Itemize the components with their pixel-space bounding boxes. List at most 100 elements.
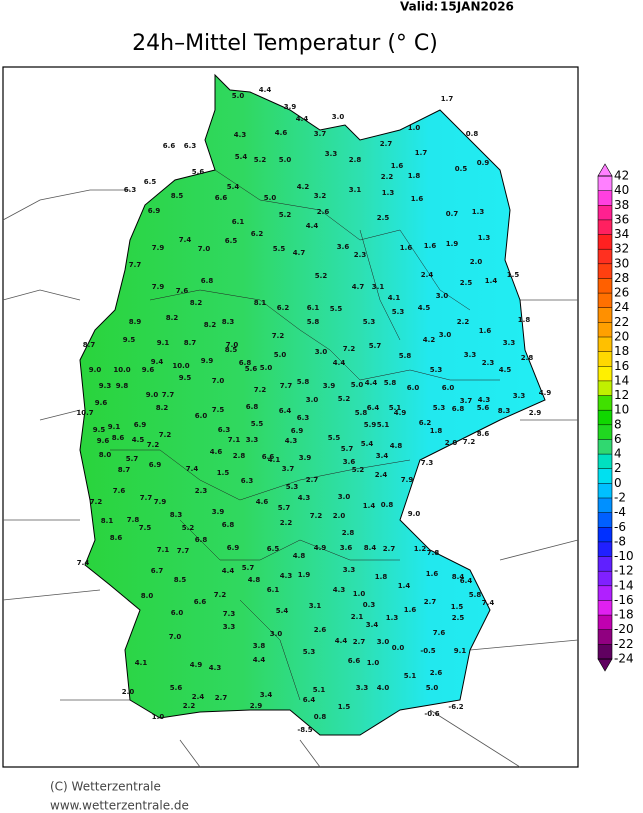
station-value: 8.6	[110, 534, 123, 542]
station-value: 3.0	[338, 493, 351, 501]
station-value: 5.5	[330, 305, 343, 313]
station-value: 5.2	[182, 524, 195, 532]
station-value: 5.0	[351, 381, 364, 389]
station-value: 6.8	[239, 359, 252, 367]
station-value: 1.7	[441, 95, 454, 103]
station-value: 7.5	[139, 524, 152, 532]
station-value: 4.4	[259, 86, 272, 94]
station-value: 1.8	[518, 316, 531, 324]
colorbar-cell	[598, 337, 612, 353]
station-value: 6.4	[460, 577, 473, 585]
station-value: 9.3	[99, 382, 112, 390]
station-value: 7.2	[272, 332, 285, 340]
station-value: 7.4	[77, 559, 90, 567]
station-value: 8.9	[129, 318, 142, 326]
station-value: 4.3	[333, 586, 346, 594]
station-value: 2.7	[306, 476, 319, 484]
station-value: 3.0	[436, 292, 449, 300]
station-value: 0.8	[466, 130, 479, 138]
colorbar-label: 20	[614, 330, 629, 344]
colorbar-label: -12	[614, 564, 634, 578]
station-value: 6.0	[442, 384, 455, 392]
station-value: 5.6	[192, 168, 205, 176]
station-value: 5.2	[338, 395, 351, 403]
station-value: 4.7	[293, 249, 306, 257]
station-value: 4.4	[365, 379, 378, 387]
colorbar-label: -22	[614, 637, 634, 651]
colorbar-cell	[598, 234, 612, 250]
station-value: 5.0	[260, 364, 273, 372]
station-value: 3.9	[212, 508, 225, 516]
station-value: 4.8	[248, 576, 261, 584]
colorbar-label: -2	[614, 491, 626, 505]
colorbar-label: 2	[614, 461, 622, 475]
colorbar-label: 28	[614, 271, 629, 285]
station-value: 5.8	[307, 318, 320, 326]
colorbar-label: 22	[614, 315, 629, 329]
station-value: 3.3	[513, 392, 526, 400]
url: www.wetterzentrale.de	[50, 799, 189, 813]
station-value: 2.2	[381, 173, 394, 181]
station-value: 5.1	[377, 421, 390, 429]
station-value: 7.2	[90, 498, 103, 506]
station-value: 2.7	[353, 638, 366, 646]
station-value: 4.3	[478, 396, 491, 404]
station-value: 5.6	[170, 684, 183, 692]
station-value: 5.3	[363, 318, 376, 326]
station-value: 5.2	[279, 211, 292, 219]
station-value: 4.4	[296, 115, 309, 123]
station-value: 2.8	[233, 452, 246, 460]
colorbar-cell	[598, 615, 612, 631]
station-value: 6.5	[144, 178, 157, 186]
station-value: 1.5	[338, 703, 351, 711]
station-value: 7.0	[169, 633, 182, 641]
colorbar-label: 18	[614, 344, 629, 358]
station-value: 6.6	[262, 453, 275, 461]
station-value: 3.9	[284, 103, 297, 111]
station-value: 4.1	[135, 659, 148, 667]
colorbar-label: 14	[614, 373, 629, 387]
station-value: 0.8	[381, 501, 394, 509]
station-value: 1.6	[426, 570, 439, 578]
station-value: 1.6	[391, 162, 404, 170]
station-value: -0.5	[420, 647, 435, 655]
colorbar-label: -18	[614, 608, 634, 622]
station-value: 5.3	[392, 308, 405, 316]
station-value: 10.7	[76, 409, 93, 417]
colorbar-label: -14	[614, 578, 634, 592]
colorbar-cell	[598, 249, 612, 265]
colorbar-label: 10	[614, 403, 629, 417]
station-value: 9.8	[116, 382, 129, 390]
station-value: 0.5	[455, 165, 468, 173]
station-value: 6.3	[241, 477, 254, 485]
station-value: 7.7	[140, 494, 153, 502]
station-value: 7.9	[152, 244, 165, 252]
station-value: 5.2	[315, 272, 328, 280]
station-value: 6.6	[348, 657, 361, 665]
station-value: 3.9	[299, 454, 312, 462]
station-value: 2.9	[250, 702, 263, 710]
colorbar-label: 4	[614, 447, 622, 461]
station-value: 5.8	[384, 379, 397, 387]
station-value: 3.6	[337, 243, 350, 251]
station-value: -0.6	[424, 710, 439, 718]
station-value: 4.3	[280, 572, 293, 580]
station-value: 2.0	[445, 439, 458, 447]
colorbar-label: 36	[614, 212, 629, 226]
colorbar-cell	[598, 176, 612, 192]
station-value: 9.5	[179, 374, 192, 382]
station-value: 4.5	[499, 366, 512, 374]
station-value: 4.4	[335, 637, 348, 645]
station-value: 3.7	[314, 130, 327, 138]
colorbar-cell	[598, 556, 612, 572]
station-value: 2.4	[192, 693, 205, 701]
station-value: 6.1	[267, 586, 280, 594]
station-value: 3.1	[349, 186, 362, 194]
station-value: 0.0	[392, 644, 405, 652]
colorbar-cell	[598, 454, 612, 470]
station-value: 7.8	[127, 516, 140, 524]
station-value: 1.5	[217, 469, 230, 477]
station-value: 9.1	[157, 339, 170, 347]
station-value: 3.8	[253, 642, 266, 650]
station-value: 4.9	[539, 389, 552, 397]
